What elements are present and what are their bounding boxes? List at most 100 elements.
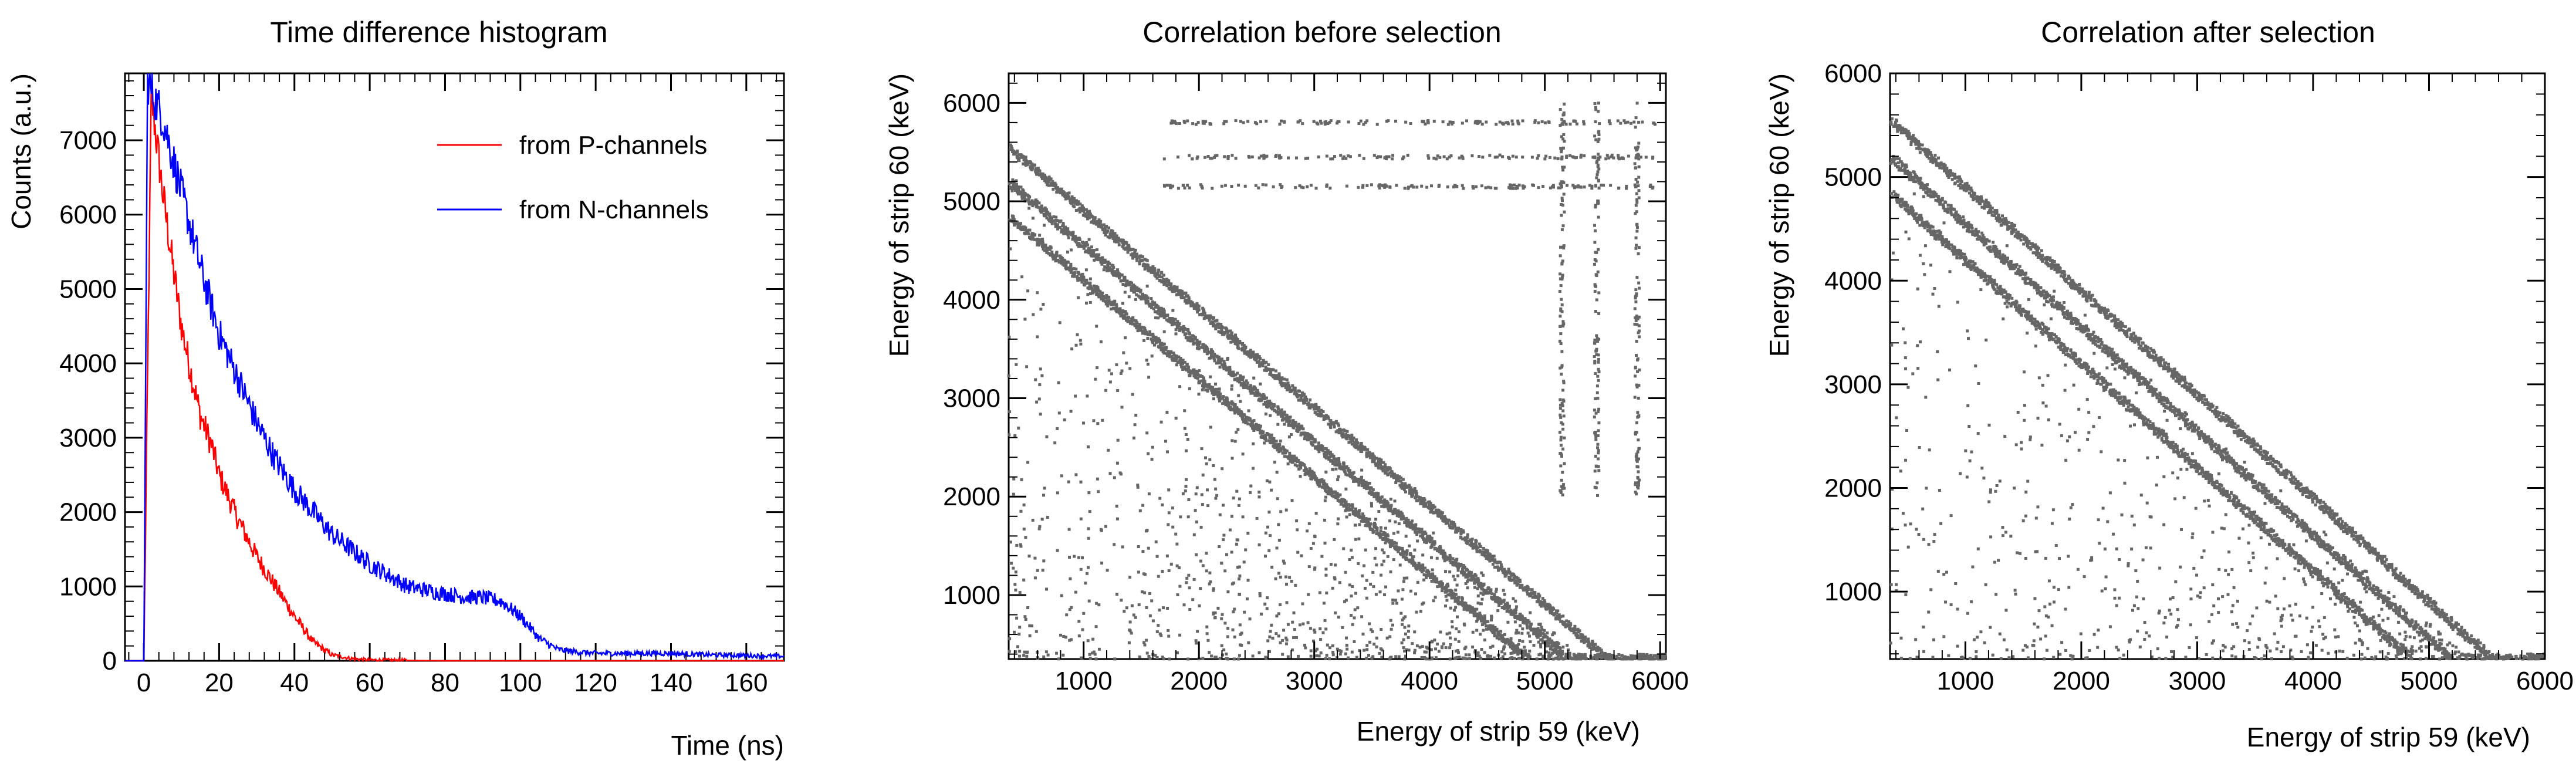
scatter-point bbox=[1232, 657, 1236, 661]
scatter-point bbox=[1067, 266, 1070, 270]
scatter-point bbox=[1351, 439, 1354, 442]
scatter-point bbox=[1311, 444, 1314, 447]
scatter-point bbox=[1243, 349, 1246, 352]
scatter-point bbox=[1499, 600, 1502, 603]
scatter-point bbox=[1015, 183, 1018, 186]
scatter-point bbox=[1097, 289, 1100, 292]
scatter-point bbox=[1320, 555, 1324, 558]
scatter-point bbox=[1503, 633, 1506, 636]
scatter-point bbox=[1145, 359, 1148, 362]
scatter-point bbox=[1080, 204, 1084, 208]
scatter-point bbox=[1660, 656, 1664, 659]
scatter-point bbox=[1230, 384, 1233, 388]
y-tick-label: 4000 bbox=[59, 349, 117, 378]
scatter-point bbox=[1123, 275, 1127, 279]
scatter-point bbox=[1263, 441, 1266, 445]
scatter-point bbox=[1432, 577, 1435, 581]
scatter-point bbox=[1235, 340, 1238, 343]
scatter-point bbox=[1257, 543, 1261, 546]
scatter-point bbox=[1029, 165, 1032, 168]
scatter-point bbox=[1310, 436, 1314, 440]
scatter-point bbox=[1415, 610, 1418, 614]
scatter-point bbox=[1172, 289, 1176, 293]
scatter-point bbox=[1554, 657, 1558, 660]
scatter-point bbox=[1400, 597, 1404, 601]
scatter-point bbox=[1215, 319, 1219, 322]
scatter-point bbox=[1256, 394, 1259, 397]
scatter-point bbox=[1319, 627, 1322, 630]
y-tick-label: 6000 bbox=[59, 201, 117, 229]
scatter-point bbox=[1354, 507, 1357, 511]
scatter-point bbox=[1367, 454, 1371, 458]
scatter-point bbox=[1184, 295, 1188, 298]
scatter-point bbox=[1468, 653, 1471, 657]
scatter-point bbox=[1415, 644, 1419, 647]
scatter-point bbox=[1315, 413, 1319, 416]
scatter-point bbox=[1152, 303, 1155, 306]
scatter-point bbox=[1327, 488, 1330, 492]
x-tick-label: 0 bbox=[137, 668, 151, 697]
scatter-point bbox=[1273, 404, 1276, 408]
scatter-point bbox=[1280, 376, 1284, 380]
scatter-point bbox=[1157, 310, 1160, 313]
scatter-point bbox=[1431, 574, 1435, 577]
scatter-point bbox=[1461, 567, 1465, 571]
scatter-point bbox=[1605, 653, 1608, 656]
scatter-point bbox=[1315, 445, 1319, 448]
scatter-point bbox=[1547, 606, 1551, 610]
scatter-point bbox=[1473, 614, 1476, 617]
scatter-point bbox=[1460, 602, 1463, 605]
scatter-point bbox=[1360, 615, 1364, 619]
scatter-point bbox=[1439, 510, 1442, 514]
scatter-point bbox=[1454, 562, 1458, 565]
scatter-point bbox=[1070, 197, 1073, 201]
scatter-point bbox=[1321, 485, 1324, 489]
scatter-point bbox=[1297, 423, 1300, 426]
scatter-point bbox=[1074, 235, 1077, 238]
scatter-point bbox=[1274, 377, 1277, 380]
scatter-point bbox=[1285, 418, 1289, 421]
scatter-point bbox=[1066, 266, 1069, 270]
scatter-point bbox=[1485, 550, 1488, 554]
scatter-point bbox=[1427, 570, 1431, 574]
scatter-point bbox=[1257, 360, 1260, 363]
scatter-point bbox=[1435, 580, 1438, 584]
scatter-point bbox=[1425, 541, 1428, 545]
scatter-point bbox=[1503, 641, 1507, 645]
scatter-point bbox=[1094, 377, 1097, 381]
scatter-point bbox=[1399, 553, 1403, 556]
scatter-point bbox=[1106, 266, 1110, 270]
scatter-point bbox=[1401, 555, 1405, 559]
scatter-point bbox=[1022, 196, 1026, 200]
scatter-point bbox=[1592, 647, 1595, 651]
scatter-point bbox=[1414, 528, 1417, 532]
scatter-point bbox=[1040, 238, 1044, 241]
scatter-point bbox=[1184, 332, 1188, 336]
scatter-point bbox=[1493, 596, 1497, 599]
scatter-point bbox=[1084, 282, 1088, 285]
scatter-point bbox=[1502, 599, 1506, 602]
scatter-point bbox=[1559, 648, 1562, 651]
scatter-point bbox=[1312, 472, 1316, 475]
scatter-point bbox=[1489, 590, 1493, 593]
scatter-point bbox=[1384, 463, 1387, 467]
scatter-point bbox=[1375, 528, 1378, 532]
scatter-point bbox=[1266, 525, 1269, 529]
scatter-point bbox=[1455, 596, 1459, 600]
scatter-point bbox=[1384, 465, 1387, 469]
scatter-point bbox=[1009, 148, 1012, 151]
scatter-point bbox=[1273, 442, 1276, 446]
scatter-point bbox=[1516, 582, 1520, 586]
scatter-point bbox=[1009, 540, 1012, 544]
scatter-point bbox=[1441, 589, 1444, 593]
scatter-point bbox=[1267, 367, 1270, 371]
scatter-point bbox=[1115, 305, 1118, 308]
scatter-point bbox=[1499, 563, 1503, 566]
scatter-point bbox=[1337, 431, 1341, 434]
scatter-point bbox=[1076, 279, 1080, 282]
scatter-point bbox=[1420, 501, 1424, 504]
scatter-point bbox=[1219, 392, 1222, 396]
scatter-point bbox=[1086, 211, 1089, 214]
scatter-point bbox=[1148, 330, 1151, 333]
scatter-point bbox=[1138, 259, 1142, 262]
